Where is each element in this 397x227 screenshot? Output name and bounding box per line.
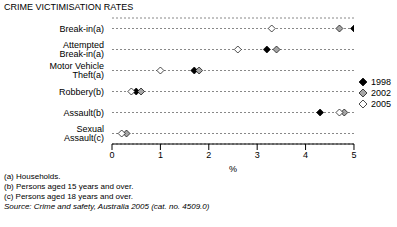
svg-text:1: 1	[158, 150, 163, 160]
svg-text:2: 2	[206, 150, 211, 160]
svg-text:AttemptedBreak-in(a): AttemptedBreak-in(a)	[59, 40, 104, 59]
html-text:1998: 1998	[371, 77, 391, 87]
svg-text:Assault(b): Assault(b)	[63, 108, 104, 118]
svg-text:4: 4	[303, 150, 308, 160]
svg-text:0: 0	[109, 150, 114, 160]
html-text:2005: 2005	[371, 99, 391, 109]
html-text:CRIME VICTIMISATION RATES: CRIME VICTIMISATION RATES	[4, 2, 134, 12]
svg-text:5: 5	[351, 150, 356, 160]
html-text:(c) Persons aged 18 years and: (c) Persons aged 18 years and over.	[4, 192, 133, 201]
html-text:Source: Crime and safety, Aust: Source: Crime and safety, Australia 2005…	[4, 202, 210, 211]
svg-text:Motor VehicleTheft(a): Motor VehicleTheft(a)	[49, 61, 104, 80]
html-text:(a) Households.: (a) Households.	[4, 172, 61, 181]
html-text:(b) Persons aged 15 years and: (b) Persons aged 15 years and over.	[4, 182, 134, 191]
svg-text:Break-in(a): Break-in(a)	[59, 24, 104, 34]
svg-text:Robbery(b): Robbery(b)	[59, 87, 104, 97]
svg-text:%: %	[229, 164, 237, 172]
svg-text:3: 3	[255, 150, 260, 160]
html-text:2002: 2002	[371, 88, 391, 98]
svg-text:SexualAssault(c): SexualAssault(c)	[64, 124, 104, 143]
